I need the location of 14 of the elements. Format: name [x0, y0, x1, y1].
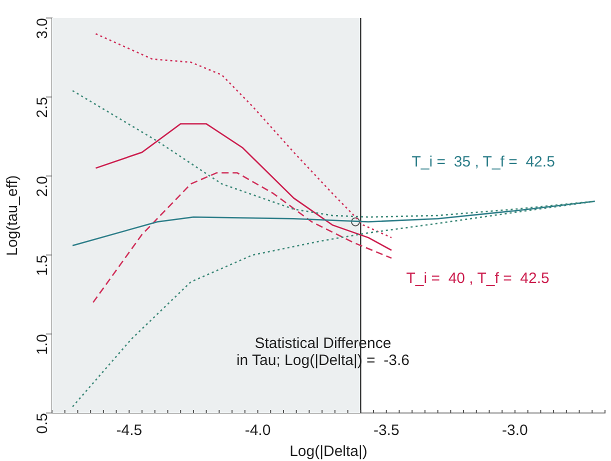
y-tick-label: 3.0 [34, 18, 52, 39]
y-axis-title: Log(tau_eff) [4, 175, 22, 256]
x-tick-label: -4.5 [116, 422, 142, 440]
x-tick-label: -3.0 [502, 422, 528, 440]
y-tick-label: 2.5 [34, 97, 52, 118]
text: T_i = 35 , T_f = 42.5 [412, 153, 555, 170]
series-label: T_i = 40 , T_f = 42.5 [406, 270, 550, 287]
x-tick-label: -4.0 [244, 422, 271, 440]
y-tick-label: 1.5 [34, 255, 52, 276]
y-tick-label: 1.0 [34, 334, 52, 355]
x-axis-title: Log(|Delta|) [290, 443, 368, 460]
y-tick-label: 0.5 [34, 413, 52, 434]
y-tick-label: 2.0 [34, 176, 52, 197]
x-tick-label: -3.5 [373, 422, 400, 440]
